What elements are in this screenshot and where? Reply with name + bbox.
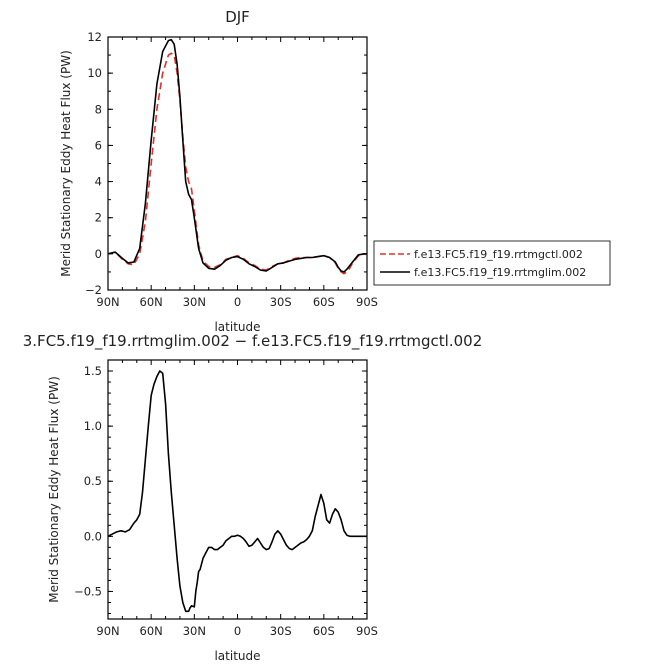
plot-frame [107,359,368,620]
y-tick-label: 4 [95,175,102,189]
chart-djf: DJF 90N 60N 30N 0 30S 60S 90S −2 0 2 4 6 8 10 12 latitud… [59,8,611,334]
x-tick-label: 0 [234,624,241,638]
plot-frame [107,36,368,291]
x-tick-label: 60N [140,624,163,638]
series-line-0 [107,370,367,613]
y-tick-label: 2 [95,211,102,225]
x-tick-label: 90N [96,624,119,638]
x-tick-label: 30S [270,624,292,638]
y-tick-label: 0 [95,247,102,261]
x-tick-label: 30N [183,295,206,309]
legend-entry: f.e13.FC5.f19_f19.rrtmgctl.002 [414,248,583,261]
chart-difference: 3.FC5.f19_f19.rrtmglim.002 − f.e13.FC5.f… [23,332,483,663]
x-tick-label: 60S [313,295,335,309]
x-tick-label: 90N [96,295,119,309]
x-axis-label: latitude [214,649,260,663]
y-tick-label: 1.0 [84,419,102,433]
x-tick-label: 90S [356,624,378,638]
x-tick-label: 30S [270,295,292,309]
legend-box [373,240,611,286]
chart-title: DJF [225,8,250,26]
x-axis-label: latitude [214,320,260,334]
y-tick-label: 6 [95,138,102,152]
y-tick-label: 12 [87,30,102,44]
series-line-1 [107,38,367,273]
x-tick-label: 60S [313,624,335,638]
y-tick-label: −0.5 [74,584,102,598]
x-tick-label: 90S [356,295,378,309]
y-tick-label: 0.5 [84,474,102,488]
y-tick-label: 8 [95,102,102,116]
series-line-0 [107,52,367,275]
legend-entry: f.e13.FC5.f19_f19.rrtmglim.002 [414,266,586,279]
y-tick-label: 0.0 [84,529,102,543]
y-tick-label: 10 [87,66,102,80]
y-tick-label: −2 [85,283,102,297]
legend: f.e13.FC5.f19_f19.rrtmgctl.002 f.e13.FC5.… [373,240,611,286]
x-tick-label: 0 [234,295,241,309]
y-axis-label: Merid Stationary Eddy Heat Flux (PW) [59,50,73,277]
x-tick-label: 60N [140,295,163,309]
y-tick-label: 1.5 [84,364,102,378]
x-tick-label: 30N [183,624,206,638]
chart-title: 3.FC5.f19_f19.rrtmglim.002 − f.e13.FC5.f… [23,332,483,351]
y-axis-label: Merid Stationary Eddy Heat Flux (PW) [47,376,61,603]
